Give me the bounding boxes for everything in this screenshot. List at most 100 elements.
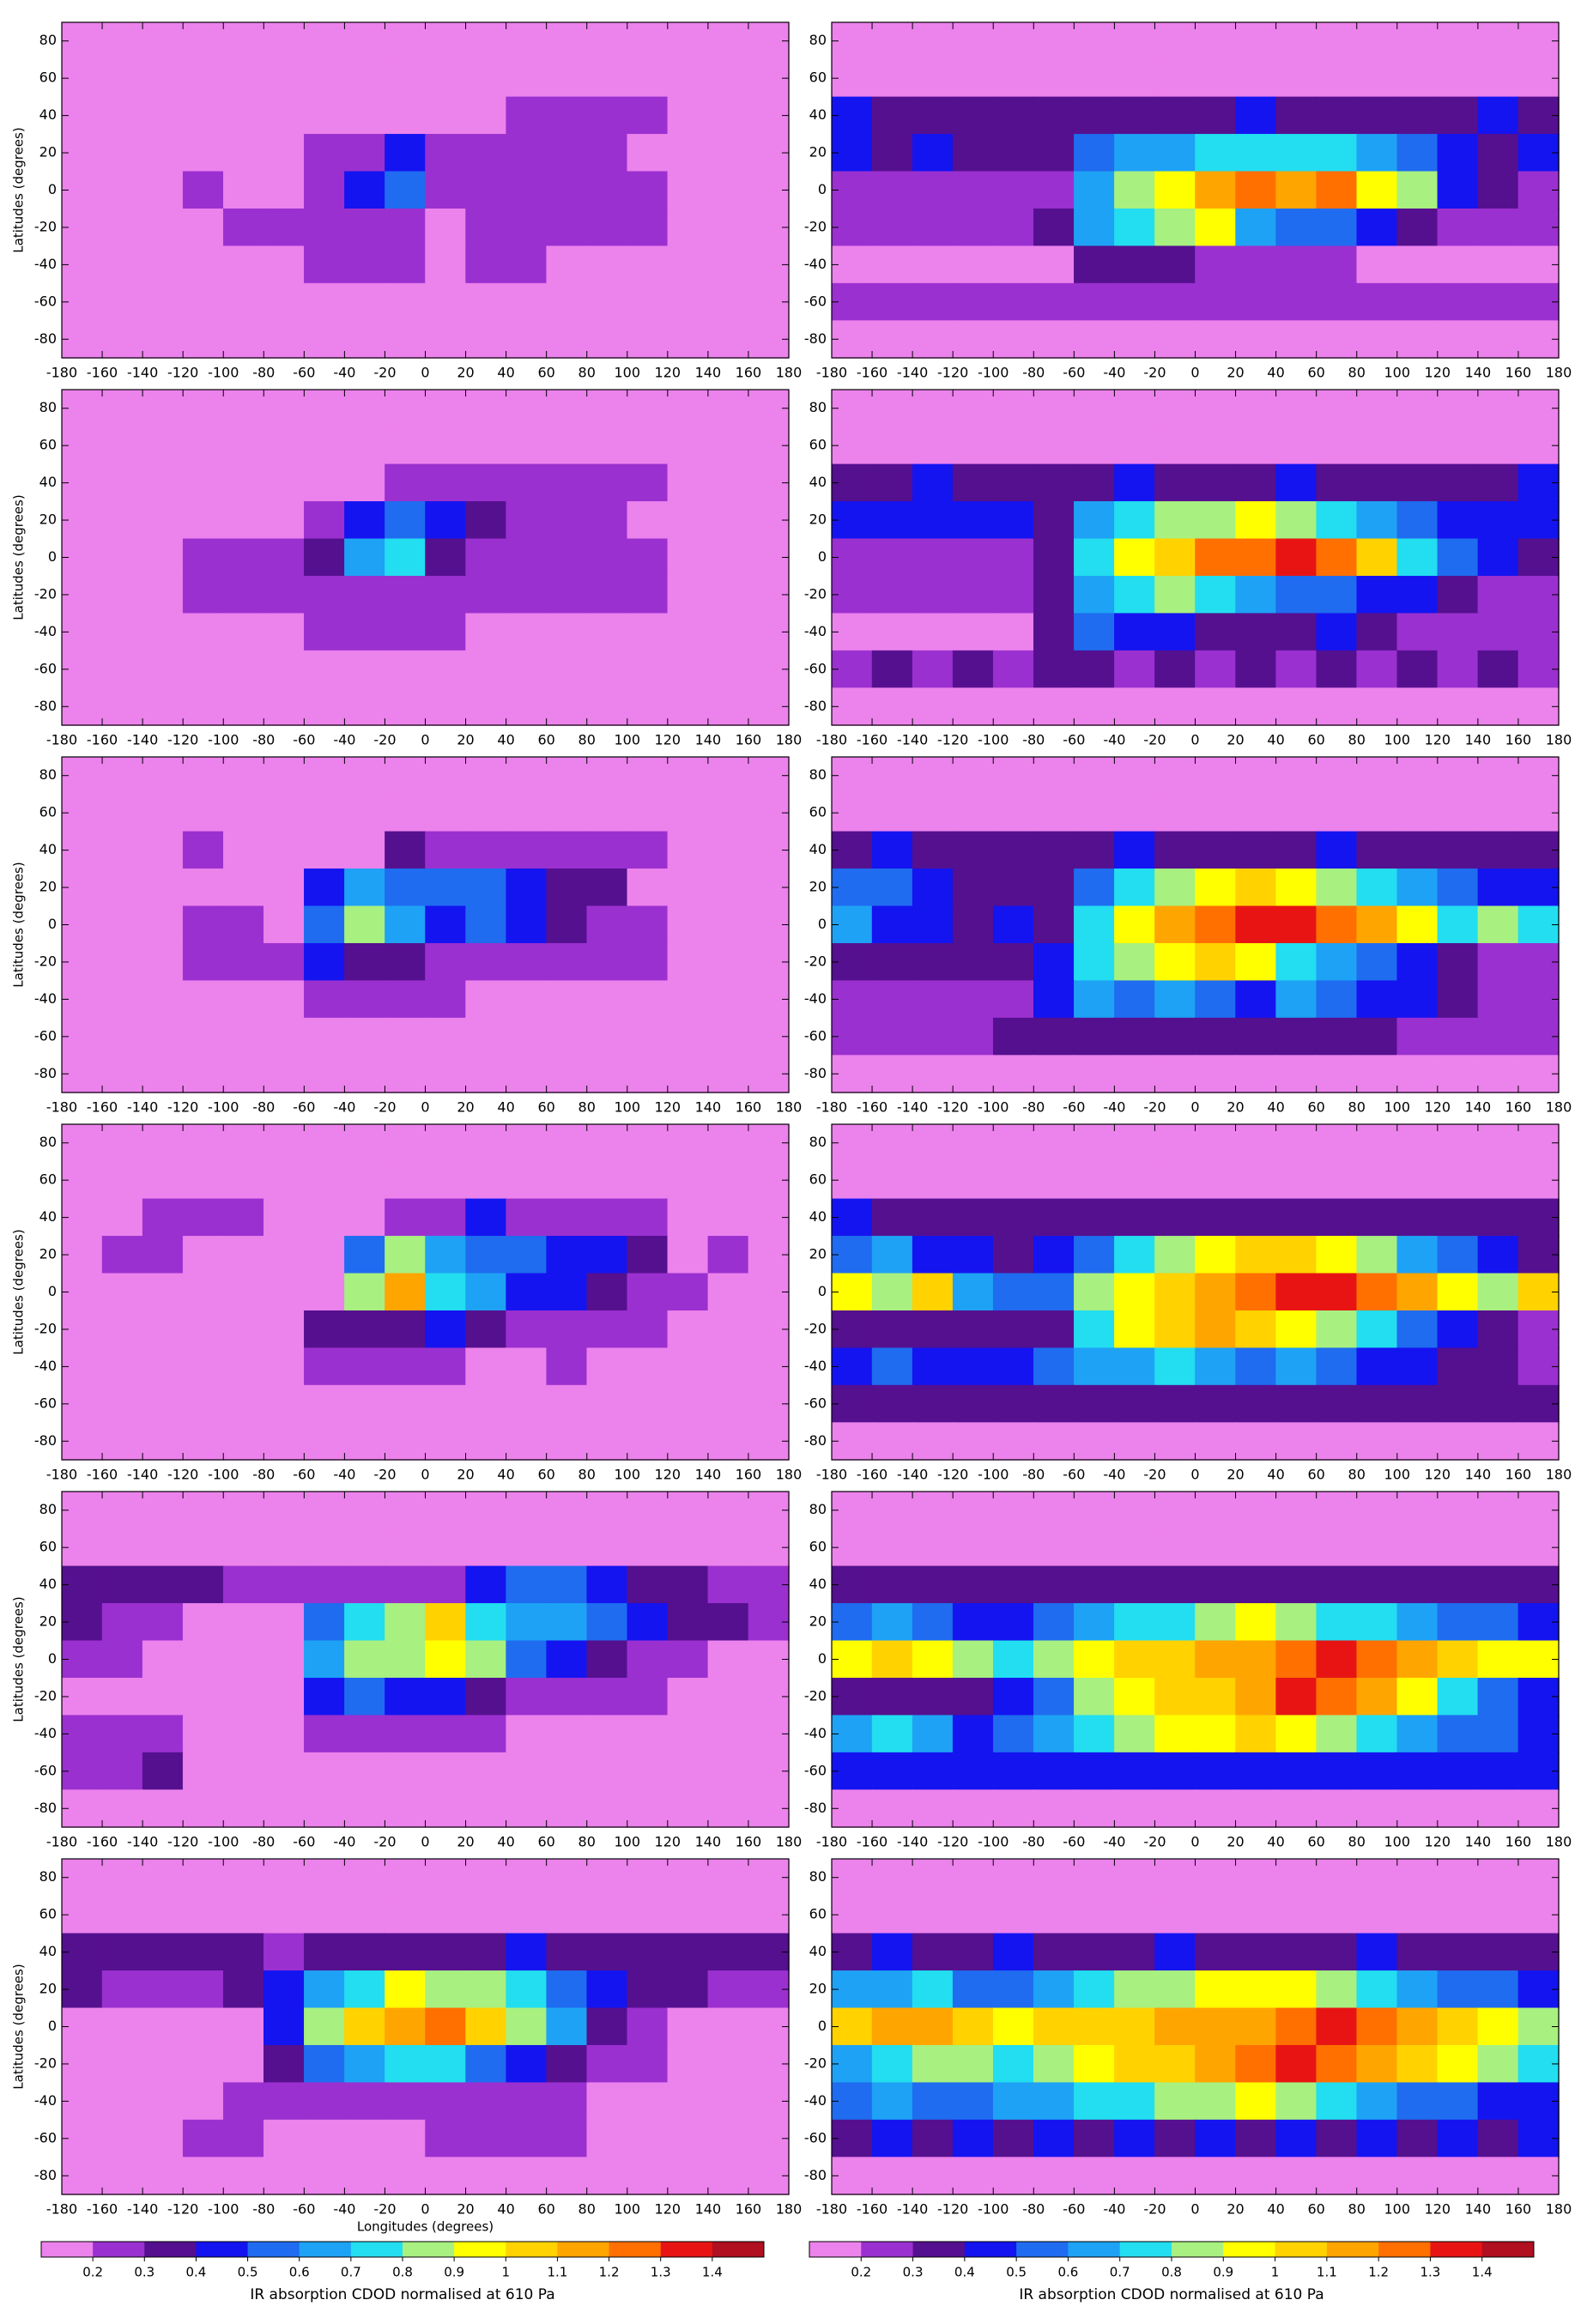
heatmap-cell — [506, 320, 548, 359]
heatmap-cell — [1437, 575, 1479, 614]
colorbar-segment — [196, 2242, 249, 2257]
heatmap-cell — [1033, 1236, 1075, 1274]
heatmap-cell — [1316, 942, 1358, 982]
x-tick-label: -160 — [857, 365, 887, 381]
heatmap-cell — [627, 21, 669, 61]
heatmap-cell — [425, 1896, 467, 1934]
heatmap-cell — [263, 2044, 306, 2084]
heatmap-cell — [142, 1273, 184, 1311]
heatmap-cell — [1477, 96, 1519, 136]
heatmap-cell — [627, 538, 669, 577]
heatmap-cell — [1477, 650, 1519, 689]
heatmap-cell — [385, 1161, 427, 1200]
heatmap-cell — [1235, 1236, 1277, 1274]
heatmap-cell — [1396, 1677, 1439, 1716]
colorbar-segment — [1481, 2242, 1535, 2257]
heatmap-cell — [222, 613, 265, 651]
heatmap-cell — [1195, 1123, 1237, 1163]
x-tick-label: -60 — [293, 732, 315, 748]
heatmap-cell — [304, 1055, 346, 1093]
heatmap-cell — [627, 1273, 669, 1311]
heatmap-cell — [1114, 942, 1156, 982]
heatmap-cell — [182, 1896, 224, 1934]
heatmap-cell — [992, 96, 1035, 136]
heatmap-cell — [101, 942, 143, 982]
heatmap-cell — [1074, 1123, 1116, 1163]
heatmap-cell — [182, 538, 224, 577]
heatmap-cell — [263, 794, 306, 832]
heatmap-cell — [1356, 1640, 1398, 1679]
heatmap-cell — [222, 2082, 265, 2121]
heatmap-cell — [1477, 1528, 1519, 1567]
heatmap-cell — [506, 1017, 548, 1056]
heatmap-cell — [1396, 245, 1439, 284]
heatmap-cell — [952, 21, 994, 61]
heatmap-cell — [1316, 905, 1358, 944]
x-tick-label: 100 — [615, 1834, 641, 1850]
heatmap-cell — [1033, 942, 1075, 982]
heatmap-cell — [627, 1384, 669, 1424]
heatmap-cell — [952, 942, 994, 982]
x-tick-label: -40 — [333, 2201, 355, 2218]
heatmap-cell — [992, 1198, 1035, 1238]
heatmap-cell — [627, 96, 669, 136]
heatmap-cell — [1154, 942, 1196, 982]
heatmap-cell — [1114, 2119, 1156, 2158]
heatmap-cell — [707, 1603, 749, 1642]
heatmap-cell — [506, 1055, 548, 1093]
heatmap-cell — [263, 942, 306, 982]
heatmap-cell — [182, 1384, 224, 1424]
heatmap-cell — [546, 1236, 588, 1274]
heatmap-cell — [344, 613, 386, 651]
x-tick-label: -120 — [937, 1099, 968, 1116]
heatmap-cell — [1033, 320, 1075, 359]
heatmap-cell — [465, 942, 507, 982]
heatmap-cell — [1275, 794, 1317, 832]
heatmap-cell — [1396, 1752, 1439, 1791]
heatmap-cell — [425, 1752, 467, 1791]
heatmap-cell — [1316, 2007, 1358, 2046]
heatmap-cell — [142, 538, 184, 577]
heatmap-cell — [992, 905, 1035, 944]
heatmap-cell — [667, 1789, 709, 1828]
heatmap-cell — [627, 687, 669, 726]
heatmap-cell — [1235, 245, 1277, 284]
heatmap-cell — [1396, 1933, 1439, 1972]
heatmap-cell — [263, 1789, 306, 1828]
heatmap-cell — [1033, 575, 1075, 614]
heatmap-cell — [912, 1640, 954, 1679]
heatmap-cell — [1114, 1236, 1156, 1274]
heatmap-cell — [1356, 2007, 1398, 2046]
heatmap-cell — [871, 245, 913, 284]
heatmap-cell — [1235, 1273, 1277, 1311]
heatmap-cell — [142, 320, 184, 359]
heatmap-cell — [1356, 501, 1398, 540]
heatmap-cell — [506, 538, 548, 577]
heatmap-cell — [1437, 1603, 1479, 1642]
x-tick-label: 60 — [537, 2201, 554, 2218]
heatmap-cell — [667, 21, 709, 61]
heatmap-cell — [1396, 2082, 1439, 2121]
heatmap-cell — [304, 650, 346, 689]
heatmap-cell — [222, 1896, 265, 1934]
heatmap-cell — [1477, 905, 1519, 944]
heatmap-cell — [586, 2157, 628, 2195]
colorbar-tick-label: 0.2 — [851, 2265, 871, 2280]
x-tick-label: 140 — [1465, 1467, 1492, 1483]
heatmap-cell — [1154, 2119, 1196, 2158]
x-tick-label: -20 — [373, 365, 396, 381]
heatmap-cell — [263, 320, 306, 359]
y-tick-label: -40 — [804, 256, 827, 272]
heatmap-cell — [1235, 1055, 1277, 1093]
heatmap-cell — [546, 1055, 588, 1093]
heatmap-cell — [707, 1752, 749, 1791]
heatmap-cell — [1356, 96, 1398, 136]
heatmap-cell — [992, 794, 1035, 832]
heatmap-cell — [1154, 463, 1196, 503]
y-axis-label: Latitudes (degrees) — [11, 1229, 27, 1354]
heatmap-cell — [707, 59, 749, 98]
heatmap-cell — [1154, 1384, 1196, 1424]
heatmap-cell — [506, 1528, 548, 1567]
heatmap-cell — [222, 1236, 265, 1274]
